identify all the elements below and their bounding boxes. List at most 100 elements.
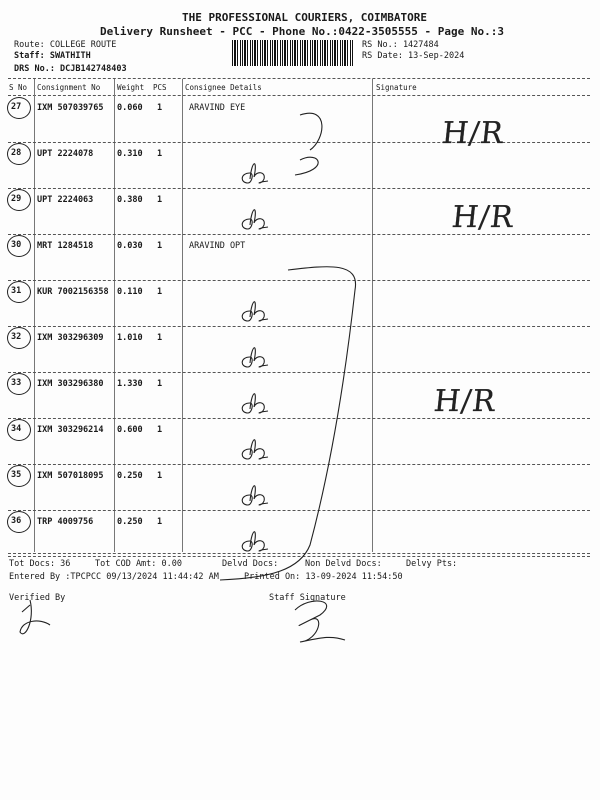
table-row: 29 UPT 2224063 0.380 1 bbox=[0, 189, 600, 235]
weight: 0.030 bbox=[117, 241, 143, 251]
pcs: 1 bbox=[157, 195, 163, 205]
col-consignment: Consignment No bbox=[37, 83, 101, 92]
pcs: 1 bbox=[157, 379, 163, 389]
sno: 32 bbox=[11, 332, 22, 342]
consignment-no: IXM 507018095 bbox=[37, 471, 104, 481]
sno-circle-mark bbox=[7, 373, 31, 395]
weight: 1.010 bbox=[117, 333, 143, 343]
row-divider bbox=[8, 188, 590, 189]
staff: Staff: SWATHITH bbox=[14, 51, 91, 61]
barcode bbox=[232, 40, 354, 66]
consignment-no: UPT 2224078 bbox=[37, 149, 94, 159]
route: Route: COLLEGE ROUTE bbox=[14, 40, 117, 50]
table-row: 32 IXM 303296309 1.010 1 bbox=[0, 327, 600, 373]
verifier-signature bbox=[19, 599, 51, 635]
consignment-no: KUR 7002156358 bbox=[37, 287, 109, 297]
consignment-no: IXM 303296309 bbox=[37, 333, 104, 343]
weight: 0.060 bbox=[117, 103, 143, 113]
pcs: 1 bbox=[157, 333, 163, 343]
recipient-signature bbox=[241, 439, 269, 460]
rs-number: RS No.: 1427484 bbox=[362, 40, 439, 50]
sno: 33 bbox=[11, 378, 22, 388]
col-consignee: Consignee Details bbox=[185, 83, 262, 92]
pcs: 1 bbox=[157, 103, 163, 113]
divider bbox=[8, 95, 590, 96]
sno-circle-mark bbox=[7, 143, 31, 165]
pcs: 1 bbox=[157, 471, 163, 481]
rs-date: RS Date: 13-Sep-2024 bbox=[362, 51, 465, 61]
sno-circle-mark bbox=[7, 189, 31, 211]
table-row: 28 UPT 2224078 0.310 1 bbox=[0, 143, 600, 189]
sno: 31 bbox=[11, 286, 22, 296]
sno: 30 bbox=[11, 240, 22, 250]
sno-circle-mark bbox=[7, 97, 31, 119]
recipient-signature bbox=[241, 163, 269, 184]
weight: 1.330 bbox=[117, 379, 143, 389]
sno-circle-mark bbox=[7, 235, 31, 257]
runsheet-title: Delivery Runsheet - PCC - Phone No.:0422… bbox=[100, 25, 504, 38]
total-docs: Tot Docs: 36 bbox=[9, 559, 71, 569]
divider bbox=[8, 553, 590, 554]
consignment-no: IXM 303296214 bbox=[37, 425, 104, 435]
sno-circle-mark bbox=[7, 327, 31, 349]
consignment-no: IXM 303296380 bbox=[37, 379, 104, 389]
printed-on: Printed On: 13-09-2024 11:54:50 bbox=[244, 572, 403, 582]
sno: 29 bbox=[11, 194, 22, 204]
table-row: 31 KUR 7002156358 0.110 1 bbox=[0, 281, 600, 327]
sno-circle-mark bbox=[7, 511, 31, 533]
sno-circle-mark bbox=[7, 465, 31, 487]
delivered-docs: Delvd Docs: bbox=[222, 559, 279, 569]
pcs: 1 bbox=[157, 287, 163, 297]
consignee: ARAVIND OPT bbox=[189, 241, 246, 251]
weight: 0.110 bbox=[117, 287, 143, 297]
weight: 0.310 bbox=[117, 149, 143, 159]
staff-signature bbox=[294, 600, 346, 643]
column-line bbox=[372, 79, 373, 552]
row-divider bbox=[8, 556, 590, 557]
verified-by-label: Verified By bbox=[9, 593, 66, 603]
consignment-no: TRP 4009756 bbox=[37, 517, 94, 527]
hr-mark: H/R bbox=[440, 116, 506, 151]
col-weight: Weight bbox=[117, 83, 145, 92]
sno: 35 bbox=[11, 470, 22, 480]
pcs: 1 bbox=[157, 425, 163, 435]
weight: 0.250 bbox=[117, 471, 143, 481]
column-line bbox=[34, 79, 35, 552]
table-row: 35 IXM 507018095 0.250 1 bbox=[0, 465, 600, 511]
consignee: ARAVIND EYE bbox=[189, 103, 246, 113]
sno: 34 bbox=[11, 424, 22, 434]
table-row: 33 IXM 303296380 1.330 1 bbox=[0, 373, 600, 419]
column-line bbox=[114, 79, 115, 552]
company-name: THE PROFESSIONAL COURIERS, COIMBATORE bbox=[182, 11, 428, 24]
hr-mark: H/R bbox=[450, 200, 516, 235]
table-row: 36 TRP 4009756 0.250 1 bbox=[0, 511, 600, 557]
consignment-no: UPT 2224063 bbox=[37, 195, 94, 205]
sno-circle-mark bbox=[7, 281, 31, 303]
recipient-signature bbox=[241, 393, 269, 414]
weight: 0.380 bbox=[117, 195, 143, 205]
sno: 28 bbox=[11, 148, 22, 158]
consignment-no: MRT 1284518 bbox=[37, 241, 94, 251]
delivery-points: Delvy Pts: bbox=[406, 559, 458, 569]
recipient-signature bbox=[241, 209, 269, 230]
staff-signature-label: Staff Signature bbox=[269, 593, 346, 603]
sno: 36 bbox=[11, 516, 22, 526]
col-signature: Signature bbox=[376, 83, 417, 92]
pcs: 1 bbox=[157, 241, 163, 251]
col-pcs: PCS bbox=[153, 83, 167, 92]
table-row: 30 MRT 1284518 0.030 1 ARAVIND OPT bbox=[0, 235, 600, 281]
weight: 0.250 bbox=[117, 517, 143, 527]
recipient-signature bbox=[241, 485, 269, 506]
hr-mark: H/R bbox=[432, 384, 498, 419]
table-row: 27 IXM 507039765 0.060 1 ARAVIND EYE bbox=[0, 97, 600, 143]
recipient-signature bbox=[241, 347, 269, 368]
weight: 0.600 bbox=[117, 425, 143, 435]
total-cod: Tot COD Amt: 0.00 bbox=[95, 559, 182, 569]
recipient-signature bbox=[241, 301, 269, 322]
divider bbox=[8, 78, 590, 79]
sno-circle-mark bbox=[7, 419, 31, 441]
pcs: 1 bbox=[157, 517, 163, 527]
column-line bbox=[182, 79, 183, 552]
entered-by: Entered By :TPCPCC 09/13/2024 11:44:42 A… bbox=[9, 572, 219, 582]
